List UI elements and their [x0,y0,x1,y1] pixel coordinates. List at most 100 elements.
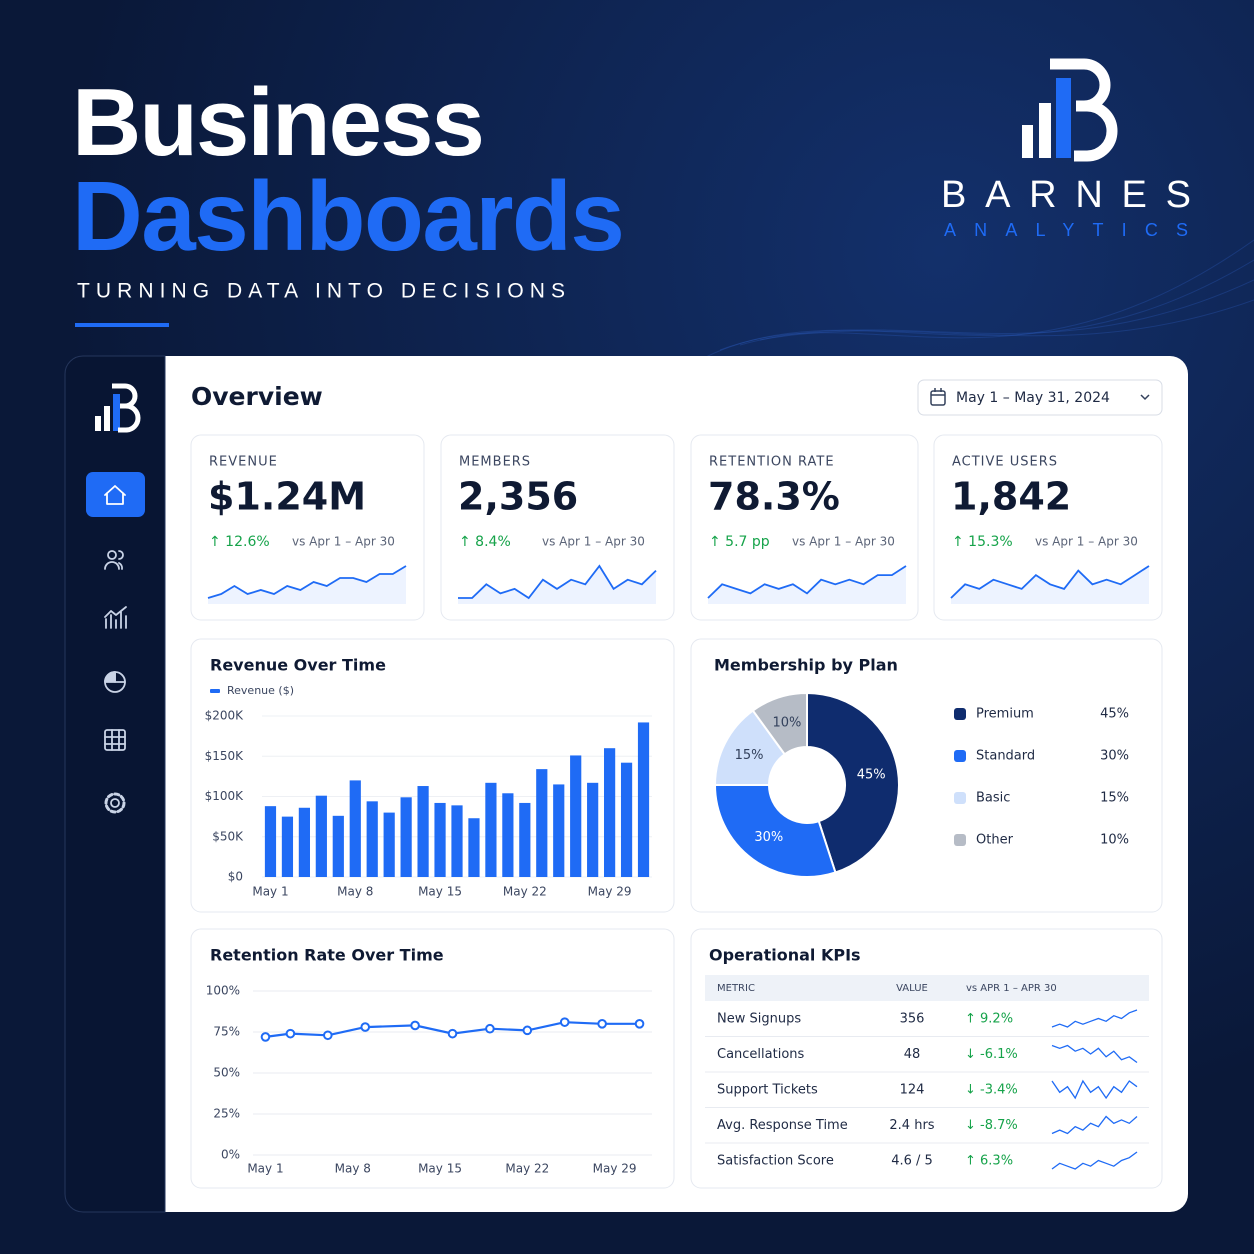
date-picker[interactable]: May 1 – May 31, 2024 [917,379,1163,416]
slice-label: 45% [857,767,886,782]
table-cell: Avg. Response Time [717,1118,848,1133]
sparkline [1051,1151,1138,1170]
decor-waves [699,239,1254,361]
nav-settings[interactable] [104,792,126,814]
nav-analytics[interactable] [104,606,127,629]
nav-reports[interactable] [104,671,126,693]
y-tick-label: 100% [206,984,240,998]
bar [519,802,531,877]
icon-part [104,792,126,814]
x-tick-label: May 1 [252,885,288,899]
chart-title: Retention Rate Over Time [210,946,444,965]
sparkline [1051,1079,1138,1100]
card [190,638,675,913]
logo-bar [1022,125,1033,158]
table-cell: ↑ 6.3% [965,1154,1013,1169]
sparkline [207,565,407,599]
table-cell: Satisfaction Score [717,1154,834,1169]
point [323,1030,333,1041]
nav-members[interactable] [104,550,124,570]
point [485,1023,495,1034]
kpi-change: ↑ 5.7 pp [709,534,770,550]
chart-title: Membership by Plan [714,656,898,675]
chart-title: Revenue Over Time [210,656,386,675]
x-tick-label: May 22 [503,885,547,899]
nav-home[interactable] [86,472,145,517]
kpi-card [190,434,425,621]
x-tick-label: May 15 [418,1162,462,1176]
bar [604,748,616,877]
x-tick-label: May 15 [418,885,462,899]
home-icon [104,485,126,505]
x-tick-label: May 29 [593,1162,637,1176]
kpi-card [440,434,675,621]
underline [75,323,169,327]
icon-part [104,606,127,629]
sparkline-area [208,566,406,604]
wave [699,239,1254,361]
y-tick-label: $100K [205,789,245,803]
x-tick-label: May 22 [505,1162,549,1176]
bar [298,807,310,877]
brand-subtitle: ANALYTICS [944,220,1188,240]
legend-value: 10% [1100,833,1129,848]
logo-bar [1056,78,1071,158]
legend-value: 30% [1100,749,1129,764]
logo-bar [95,416,101,431]
icon-part [104,671,116,683]
calendar-icon [930,390,946,406]
table-title: Operational KPIs [709,946,861,965]
icon-part [110,798,120,808]
hero-title: Business [72,69,483,176]
x-tick-label: May 8 [335,1162,371,1176]
point [559,1017,570,1027]
kpi-label: MEMBERS [459,455,531,470]
bar [451,805,463,877]
wave [739,279,1254,346]
calendar-icon [931,388,945,396]
table-cell: 124 [900,1083,925,1098]
kpi-value: 78.3% [708,475,840,519]
kpi-comparison: vs Apr 1 – Apr 30 [792,535,895,549]
bar [332,815,344,877]
bar [366,801,378,877]
pie-slice [751,691,808,756]
legend-swatch [954,708,966,720]
bar [264,806,277,877]
card [190,928,675,1189]
logo-b [112,383,141,433]
bar [502,793,514,877]
sparkline [1051,1044,1138,1064]
legend-value: 45% [1100,707,1129,722]
column-header: METRIC [717,983,755,994]
bar [468,818,480,877]
bar [536,769,548,877]
bar [620,762,633,877]
kpi-comparison: vs Apr 1 – Apr 30 [292,535,395,549]
table-cell: ↓ -3.4% [965,1083,1018,1098]
x-tick-label: May 1 [247,1162,283,1176]
legend-swatch [210,689,220,693]
table-cell: 2.4 hrs [889,1118,934,1133]
kpi-card [690,434,919,621]
logo-bar [104,406,110,431]
table-cell: 4.6 / 5 [891,1154,933,1169]
kpi-comparison: vs Apr 1 – Apr 30 [542,535,645,549]
wave [759,299,1254,341]
y-tick-label: $150K [205,749,245,763]
bar [349,780,361,877]
nav-tables[interactable] [104,729,126,751]
legend-label: Other [976,833,1014,848]
slice-label: 30% [754,830,783,845]
column-header: vs APR 1 – APR 30 [966,983,1057,994]
icon-part [104,729,126,751]
legend-swatch [954,792,966,804]
page-title: Overview [191,382,323,411]
table-cell: Cancellations [717,1047,805,1062]
wave [719,259,1254,351]
bar [315,795,327,877]
bar [570,755,582,877]
bar [281,816,294,877]
slice-label: 15% [735,748,764,763]
